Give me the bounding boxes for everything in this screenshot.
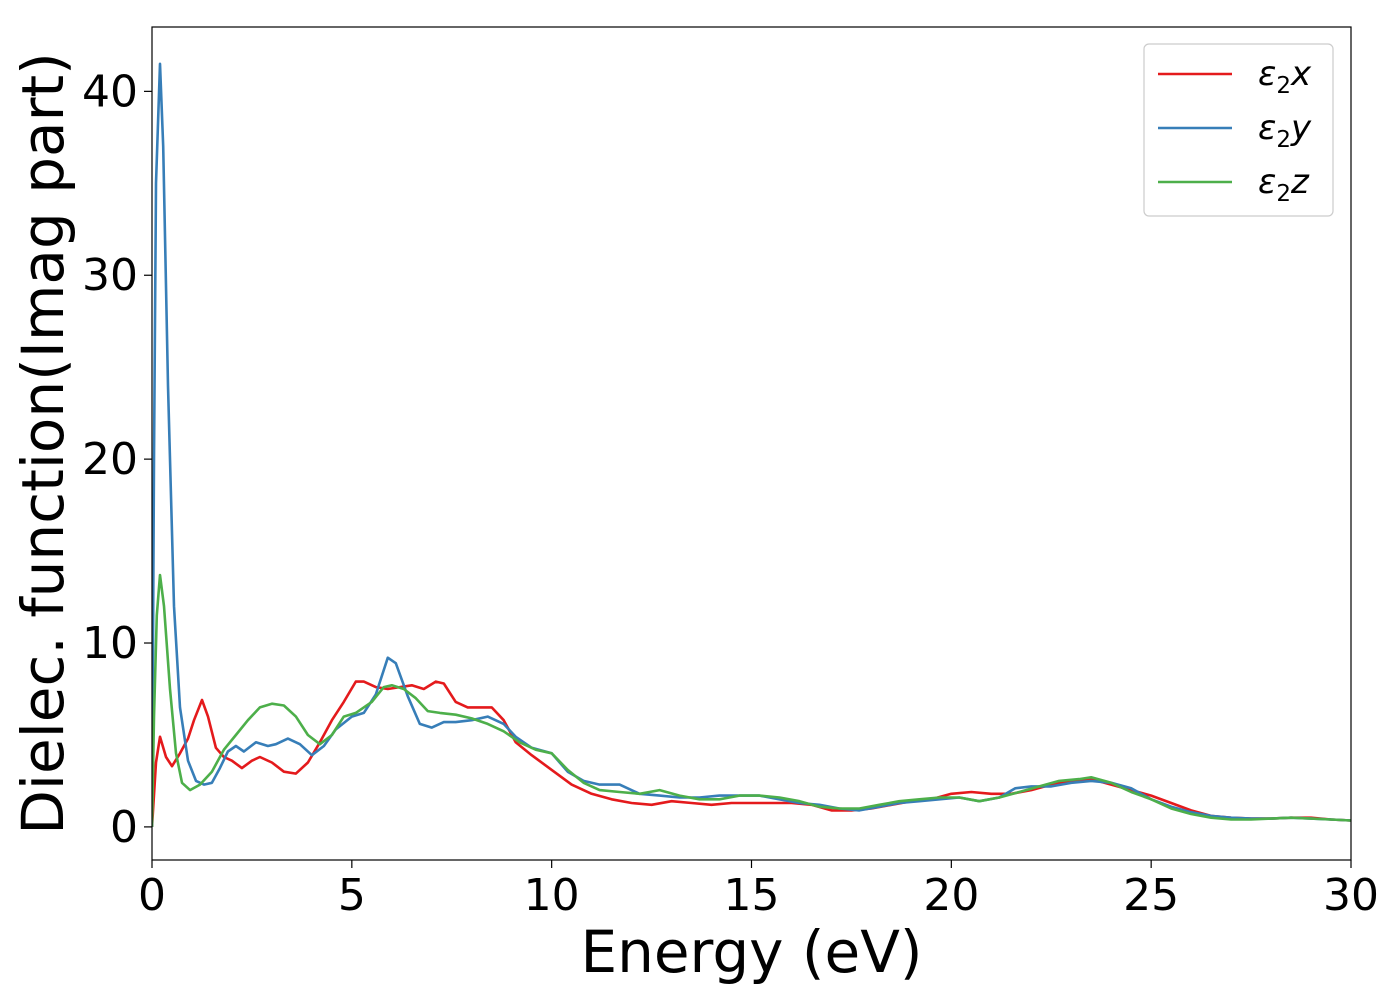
x-tick-label: 5	[338, 870, 366, 921]
y-axis: 0 10 20 30 40	[82, 66, 152, 853]
y-tick-label: 40	[82, 66, 138, 117]
x-tick-label: 30	[1323, 870, 1379, 921]
y-tick-label: 0	[110, 802, 138, 853]
legend-label-0: ε2x	[1258, 54, 1312, 99]
legend-label-1: ε2y	[1258, 108, 1312, 153]
x-axis: 0 5 10 15 20 25 30	[138, 860, 1379, 921]
series-line-1	[152, 62, 1351, 827]
legend: ε2x ε2y ε2z	[1143, 43, 1334, 217]
x-tick-label: 10	[524, 870, 580, 921]
series-line-2	[152, 573, 1351, 827]
y-axis-title: Dielec. function(Imag part)	[9, 52, 77, 835]
x-axis-title: Energy (eV)	[580, 918, 922, 986]
legend-label-2: ε2z	[1258, 162, 1310, 207]
x-tick-label: 0	[138, 870, 166, 921]
x-tick-label: 20	[923, 870, 979, 921]
y-tick-label: 30	[82, 250, 138, 301]
series-line-0	[152, 680, 1351, 827]
series-layer	[152, 62, 1351, 827]
x-tick-label: 15	[724, 870, 780, 921]
legend-box	[1143, 43, 1334, 217]
y-tick-label: 10	[82, 618, 138, 669]
x-tick-label: 25	[1123, 870, 1179, 921]
y-tick-label: 20	[82, 434, 138, 485]
